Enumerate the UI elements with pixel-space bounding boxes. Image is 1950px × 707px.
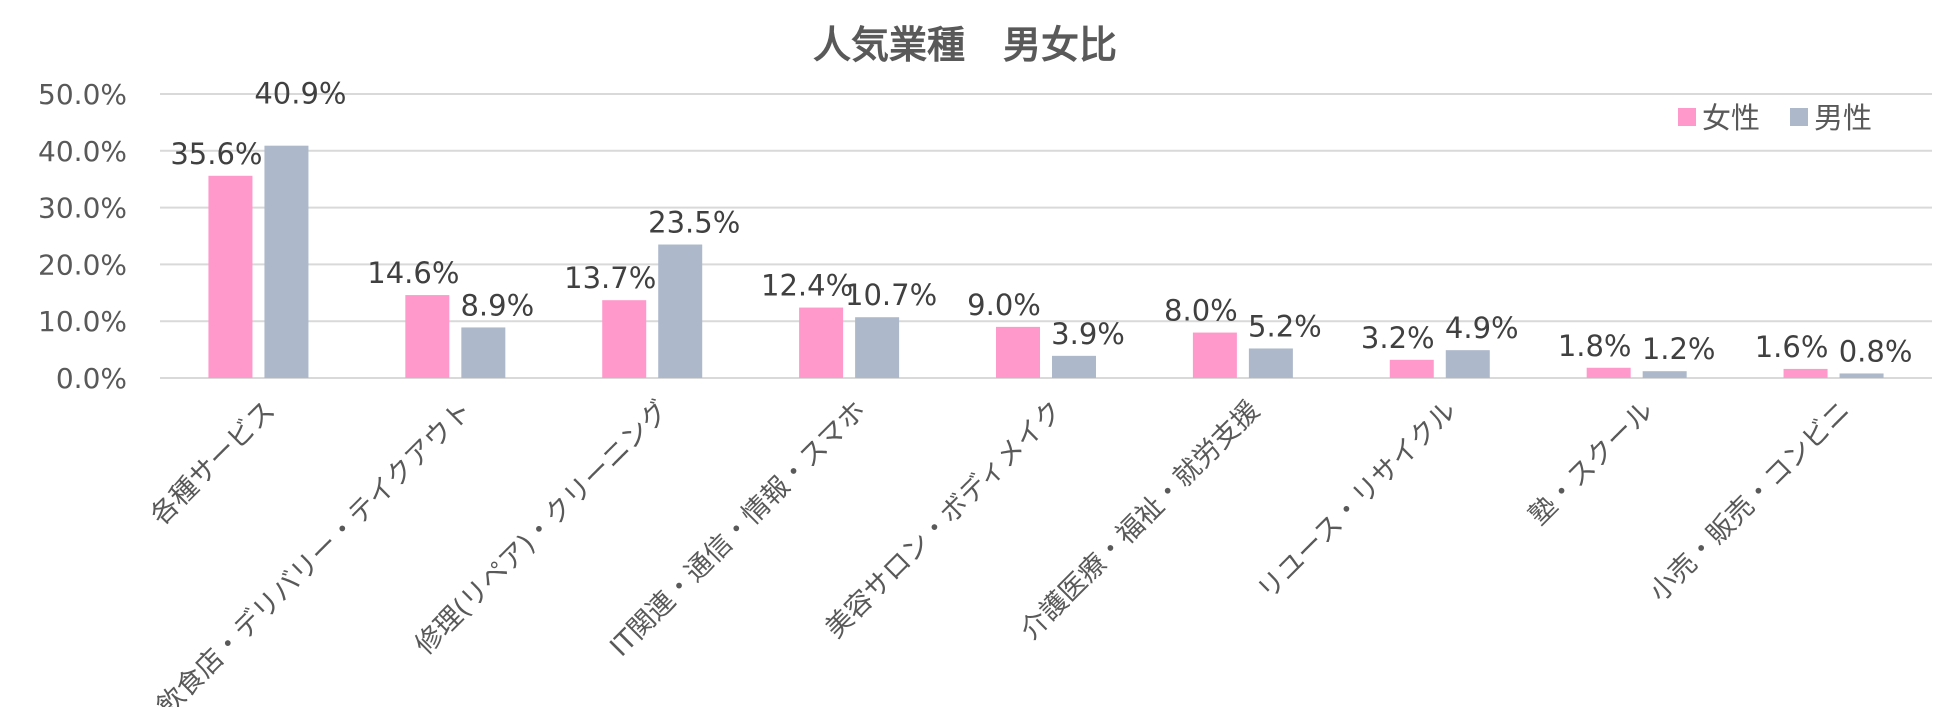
bar-male — [1445, 350, 1490, 378]
x-axis-ticks: 各種サービス飲食店・デリバリー・テイクアウト修理(リペア)・クリーニングIT関連… — [145, 395, 1857, 707]
bar-female — [996, 326, 1040, 378]
data-label-male: 3.9% — [1051, 317, 1125, 351]
x-tick-label: 小売・販売・コンビニ — [1644, 395, 1857, 608]
bar-male — [658, 244, 703, 378]
bar-female — [602, 300, 647, 378]
legend-label-female: 女性 — [1702, 101, 1760, 135]
bar-male — [855, 317, 900, 378]
data-label-female: 8.0% — [1164, 294, 1238, 328]
data-label-male: 4.9% — [1445, 311, 1519, 345]
y-tick-label: 30.0% — [38, 192, 127, 225]
legend-swatch-male — [1790, 108, 1808, 126]
bar-female — [1783, 368, 1828, 378]
bar-female — [1586, 367, 1631, 378]
y-tick-label: 10.0% — [38, 305, 127, 338]
legend-swatch-female — [1678, 108, 1696, 126]
data-label-female: 35.6% — [170, 137, 262, 171]
bar-male — [1839, 373, 1884, 378]
bars — [208, 145, 1884, 378]
data-labels: 35.6% 40.9% 14.6%8.9% 13.7% 23.5% 12.4%10.7% 9… — [170, 77, 1912, 369]
bar-female — [799, 307, 844, 378]
data-label-male: 40.9% — [254, 77, 346, 111]
bar-female — [1192, 332, 1237, 378]
data-label-female: 13.7% — [564, 261, 656, 295]
bar-male — [1248, 348, 1293, 378]
x-tick-label: 各種サービス — [145, 395, 281, 531]
bar-male — [1052, 355, 1096, 378]
data-label-female: 1.8% — [1558, 329, 1632, 363]
data-label-female: 3.2% — [1361, 321, 1435, 355]
data-label-male: 8.9% — [460, 288, 534, 322]
bar-female — [208, 175, 253, 378]
bar-male — [264, 145, 309, 378]
y-tick-label: 40.0% — [38, 135, 127, 168]
data-label-male: 23.5% — [648, 206, 740, 240]
bar-male — [461, 327, 506, 378]
x-tick-label: リユース・リサイクル — [1252, 395, 1463, 606]
bar-female — [1389, 359, 1434, 378]
data-label-female: 14.6% — [367, 256, 459, 290]
y-tick-label: 20.0% — [38, 248, 127, 281]
data-label-male: 0.8% — [1839, 334, 1913, 368]
data-label-female: 9.0% — [967, 288, 1041, 322]
bar-male — [1642, 371, 1687, 378]
data-label-male: 10.7% — [845, 278, 937, 312]
data-label-female: 1.6% — [1755, 330, 1829, 364]
gridlines — [160, 93, 1932, 379]
chart-title: 人気業種 男女比 — [813, 23, 1117, 67]
data-label-male: 1.2% — [1642, 332, 1716, 366]
data-label-male: 5.2% — [1248, 309, 1322, 343]
data-label-female: 12.4% — [761, 269, 853, 303]
bar-female — [405, 295, 450, 378]
legend-label-male: 男性 — [1814, 101, 1872, 135]
x-tick-label: 塾・スクール — [1523, 395, 1659, 531]
y-tick-label: 50.0% — [38, 78, 127, 111]
y-axis-ticks: 0.0% 10.0% 20.0% 30.0% 40.0% 50.0% — [38, 78, 127, 395]
y-tick-label: 0.0% — [56, 362, 127, 395]
legend: 女性 男性 — [1678, 101, 1872, 135]
